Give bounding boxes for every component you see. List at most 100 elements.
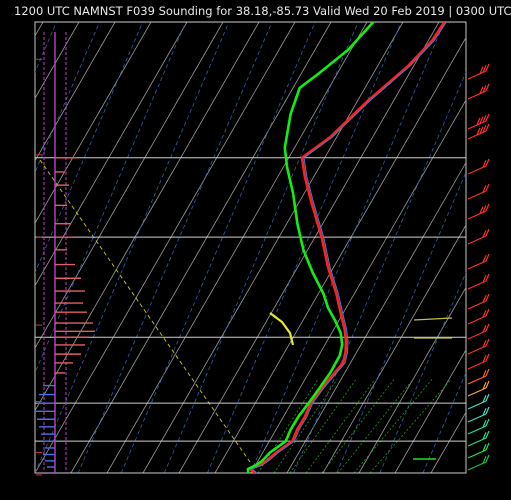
mixing-ratio-line [289,379,357,473]
isotherm-line [163,22,359,473]
wind-barb-flag [482,370,487,378]
wind-barb-flag [485,83,490,92]
temperature-point [310,200,313,203]
temperature-point [340,315,343,318]
dewpoint-point [261,460,264,462]
wind-barb-flag [485,430,490,439]
wind-barb-flag [482,205,487,213]
wind-barb [467,330,487,340]
wind-barb-flag [482,325,487,333]
isotherm-line [0,22,13,473]
wind-barb-flag [482,295,487,303]
parcel-path-line [39,159,251,463]
wind-barb-flag [479,116,484,124]
wind-barb-flag [485,454,490,463]
dewpoint-point [255,464,257,466]
mixing-ratio-line [257,379,319,473]
dewpoint-point [296,222,299,225]
temperature-point [320,236,323,238]
dewpoint-point [318,72,320,75]
dry-adiabat-line [106,22,368,473]
temperature-point [431,39,433,42]
isotherm-line [35,22,144,274]
dewpoint-point [247,468,249,470]
wind-barb [467,449,487,459]
wind-barb [467,235,487,245]
wind-barb-flag [485,442,490,451]
wind-barb [467,280,487,290]
mixing-ratio-line [353,379,433,473]
dewpoint-point [269,451,271,454]
dewpoint-point [278,444,281,447]
wind-barb [467,130,487,140]
temperature-point [285,444,287,447]
wind-barb-flag [482,85,487,93]
level-a-line [413,317,453,321]
wind-barb-flag [482,160,487,168]
wind-barb [467,413,487,423]
wind-barb-flag [482,255,487,263]
dry-adiabat-line [35,22,224,349]
isotherm-line [120,22,316,473]
wind-barbs [467,63,490,471]
temperature-point [296,428,299,431]
chart-title: 1200 UTC NAMNST F039 Sounding for 38.18,… [14,4,511,18]
wind-barb-flag [479,66,484,74]
wind-barb-flag [482,310,487,318]
wind-barb [467,165,487,175]
wind-barb [467,360,487,370]
dewpoint-point [290,428,292,431]
series-layer [246,22,447,473]
dewpoint-point [284,146,286,149]
dewpoint-point [247,472,250,473]
dewpoint-point [322,292,325,295]
wind-barb-flag [482,125,487,133]
temperature-point [333,372,336,374]
dewpoint-point [312,272,314,274]
plot-frame [34,21,467,474]
dewpoint-point [341,344,344,346]
parcel-trace-line [269,312,295,346]
wind-barb-flag [485,158,490,167]
dewpoint-point [338,355,341,357]
dewpoint-point [286,166,288,169]
dry-adiabat-line [35,22,152,225]
temperature-point [304,415,306,418]
wind-barb-flag [485,368,490,377]
isotherm-line [465,471,466,473]
wind-barb [467,210,487,220]
wind-barb-flag [485,203,490,212]
dry-adiabat-line [250,99,466,473]
dry-adiabat-line [70,22,332,473]
dry-adiabat-line [503,22,511,473]
isotherm-line [250,22,445,473]
dewpoint-point [292,192,294,195]
wind-barb-flag [482,340,487,348]
wind-barb [467,437,487,447]
dry-adiabat-line [394,349,466,473]
dry-adiabat-line [35,22,260,412]
dewpoint-point [372,22,375,23]
wind-barb-flag [482,382,487,390]
wind-barb-flag [485,183,490,192]
wind-barb [467,90,487,100]
label-layer [36,58,453,476]
wind-barb [467,300,487,310]
dewpoint-point [307,402,310,404]
virtual-temperature-line [251,22,447,473]
wind-barb-flag [482,432,487,440]
wind-barb [467,120,487,130]
wind-barb [467,70,487,80]
wind-barb-flag [476,127,481,136]
dry-adiabat-line [142,22,404,473]
wind-barb-flag [482,355,487,363]
wind-barb-flag [485,293,490,302]
wind-barb-flag [485,338,490,347]
wind-barb-flag [485,393,490,402]
wind-barb [467,461,487,471]
dry-adiabat-line [35,22,296,473]
temperature-point [345,340,347,342]
wind-barb-flag [482,65,487,73]
wind-barb-flag [485,406,490,415]
temperature-point [344,351,347,354]
